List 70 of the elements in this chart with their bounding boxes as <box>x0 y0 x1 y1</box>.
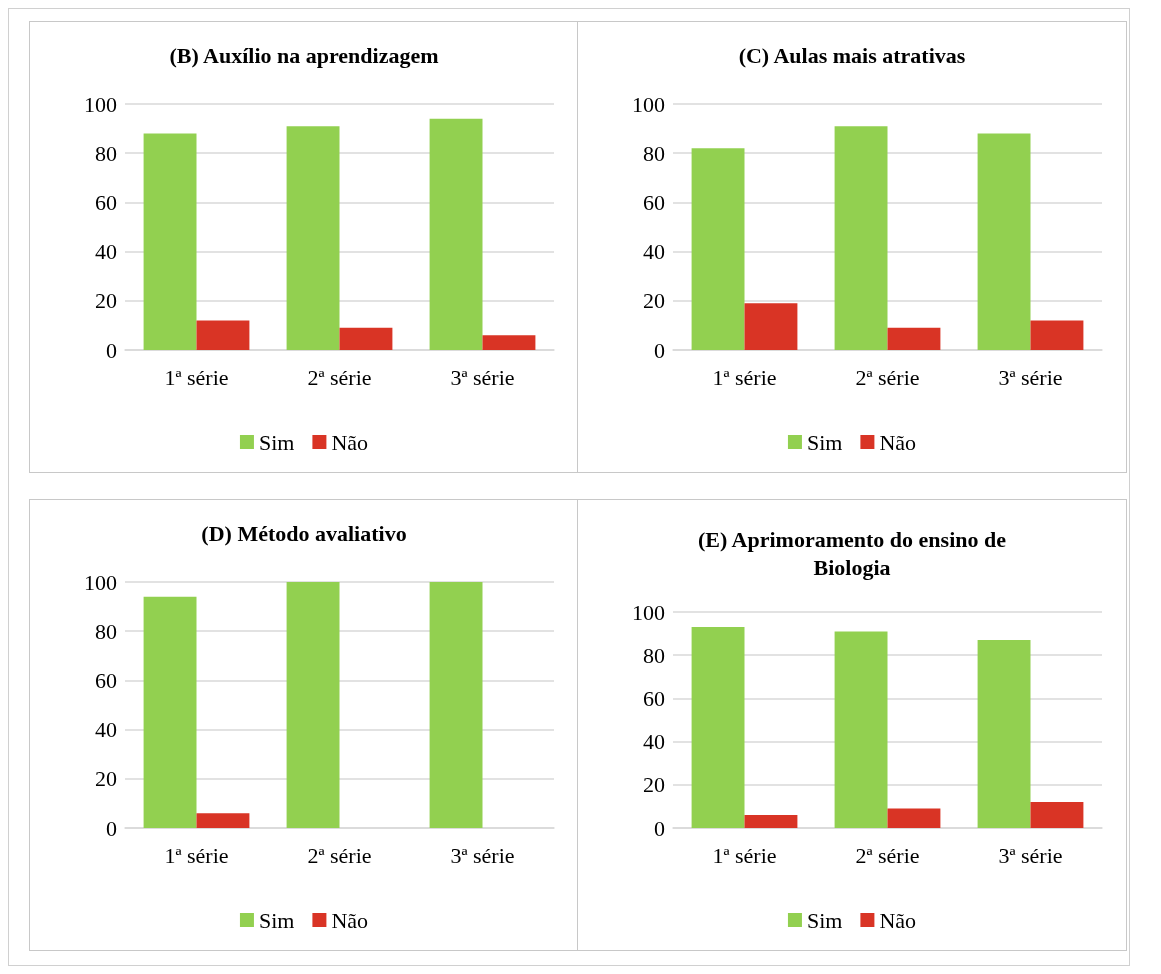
x-tick-label: 2ª série <box>855 842 920 868</box>
bar <box>1030 320 1084 350</box>
y-tick-label: 100 <box>84 91 117 117</box>
bar <box>834 631 888 828</box>
y-tick-label: 100 <box>84 569 117 595</box>
bar <box>143 133 197 350</box>
bar <box>429 582 483 828</box>
y-tick-label: 40 <box>643 729 665 755</box>
y-tick-label: 80 <box>95 618 117 644</box>
y-tick-label: 40 <box>95 717 117 743</box>
bar <box>691 627 745 828</box>
x-tick-label: 1ª série <box>164 364 229 390</box>
bar <box>286 126 340 350</box>
bar <box>429 118 483 350</box>
legend-label: Não <box>331 907 369 933</box>
bar <box>482 335 536 350</box>
x-tick-label: 1ª série <box>712 842 777 868</box>
x-tick-label: 2ª série <box>307 364 372 390</box>
legend-label: Sim <box>258 429 295 455</box>
x-tick-label: 2ª série <box>307 842 372 868</box>
y-tick-label: 0 <box>106 815 117 841</box>
x-tick-label: 3ª série <box>998 364 1063 390</box>
bar <box>196 813 250 828</box>
y-tick-label: 100 <box>632 91 665 117</box>
y-tick-label: 0 <box>654 815 665 841</box>
y-tick-label: 60 <box>95 189 117 215</box>
x-tick-label: 3ª série <box>998 842 1063 868</box>
legend-label: Não <box>331 429 369 455</box>
y-tick-label: 0 <box>106 337 117 363</box>
bar <box>887 808 941 828</box>
bar <box>196 320 250 350</box>
bar <box>339 327 393 350</box>
chart-title: (E) Aprimoramento do ensino de Biologia <box>698 526 1007 580</box>
y-tick-label: 40 <box>643 239 665 265</box>
y-tick-label: 20 <box>95 288 117 314</box>
bar <box>834 126 888 350</box>
x-tick-label: 1ª série <box>712 364 777 390</box>
y-tick-label: 100 <box>632 599 665 625</box>
y-tick-label: 60 <box>95 667 117 693</box>
legend-label: Sim <box>258 907 295 933</box>
bar <box>744 303 798 350</box>
legend-label: Sim <box>806 907 843 933</box>
chart-title: (B) Auxílio na aprendizagem <box>169 42 439 68</box>
bar <box>691 148 745 350</box>
bar <box>286 582 340 828</box>
x-tick-label: 1ª série <box>164 842 229 868</box>
legend-label: Não <box>879 429 917 455</box>
legend-label: Não <box>879 907 917 933</box>
y-tick-label: 80 <box>643 140 665 166</box>
y-tick-label: 60 <box>643 685 665 711</box>
x-tick-label: 3ª série <box>450 364 515 390</box>
y-tick-label: 80 <box>643 642 665 668</box>
bar <box>977 640 1031 828</box>
y-tick-label: 20 <box>95 766 117 792</box>
y-tick-label: 0 <box>654 337 665 363</box>
bar <box>1030 802 1084 828</box>
y-tick-label: 80 <box>95 140 117 166</box>
y-tick-label: 60 <box>643 189 665 215</box>
chart-title: (C) Aulas mais atrativas <box>738 42 966 68</box>
x-tick-label: 2ª série <box>855 364 920 390</box>
y-tick-label: 40 <box>95 239 117 265</box>
bar <box>887 327 941 350</box>
y-tick-label: 20 <box>643 772 665 798</box>
y-tick-label: 20 <box>643 288 665 314</box>
bar <box>143 596 197 828</box>
bar <box>744 815 798 828</box>
chart-title: (D) Método avaliativo <box>201 520 407 546</box>
x-tick-label: 3ª série <box>450 842 515 868</box>
bar <box>977 133 1031 350</box>
legend-label: Sim <box>806 429 843 455</box>
